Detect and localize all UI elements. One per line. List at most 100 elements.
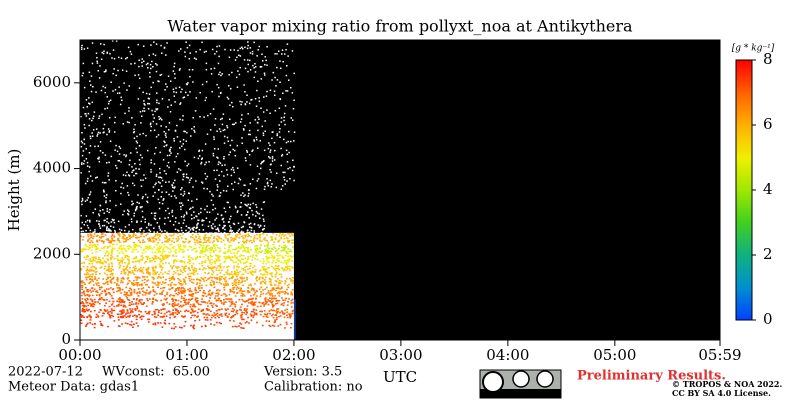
noise-dot: [279, 128, 281, 130]
heatmap-dot: [156, 271, 159, 273]
heatmap-dot: [223, 289, 226, 291]
heatmap-dot: [110, 304, 113, 306]
noise-dot: [174, 77, 176, 79]
heatmap-dot: [195, 292, 197, 294]
noise-dot: [147, 224, 150, 226]
heatmap-dot: [249, 255, 252, 258]
noise-dot: [178, 202, 181, 204]
noise-dot: [223, 225, 226, 228]
noise-dot: [180, 215, 183, 218]
heatmap-dot: [292, 239, 295, 241]
noise-dot: [249, 203, 252, 206]
noise-dot: [270, 186, 273, 188]
heatmap-dot: [177, 236, 180, 238]
heatmap-dot: [171, 234, 174, 237]
heatmap-dot: [91, 244, 94, 247]
heatmap-dot: [202, 301, 205, 303]
heatmap-dot: [116, 258, 119, 260]
heatmap-dot: [289, 277, 292, 280]
heatmap-dot: [203, 236, 206, 239]
heatmap-dot: [169, 294, 172, 296]
noise-dot: [121, 182, 123, 185]
heatmap-dot: [109, 310, 112, 313]
heatmap-dot: [83, 316, 85, 319]
noise-dot: [132, 131, 135, 134]
heatmap-dot: [247, 268, 249, 271]
noise-dot: [158, 202, 161, 204]
heatmap-dot: [108, 252, 110, 255]
heatmap-dot: [172, 309, 174, 311]
heatmap-dot: [236, 269, 239, 271]
noise-dot: [172, 224, 175, 226]
noise-dot: [271, 160, 274, 162]
noise-dot: [158, 207, 161, 210]
noise-dot: [248, 153, 251, 156]
heatmap-dot: [274, 319, 277, 321]
heatmap-dot: [129, 270, 132, 273]
noise-dot: [285, 48, 287, 51]
heatmap-dot: [99, 320, 102, 323]
noise-dot: [247, 44, 249, 47]
noise-dot: [163, 145, 165, 148]
heatmap-dot: [192, 326, 195, 329]
heatmap-dot: [108, 263, 110, 265]
noise-dot: [117, 220, 120, 223]
noise-dot: [186, 165, 188, 167]
heatmap-dot: [276, 252, 279, 255]
heatmap-dot: [211, 304, 213, 307]
noise-dot: [191, 128, 193, 130]
heatmap-dot: [148, 274, 151, 276]
heatmap-dot: [120, 310, 123, 312]
noise-dot: [110, 221, 113, 223]
noise-dot: [286, 65, 288, 67]
noise-dot: [180, 48, 182, 50]
noise-dot: [98, 213, 100, 215]
noise-dot: [205, 62, 208, 65]
noise-dot: [130, 220, 133, 223]
heatmap-dot: [197, 278, 200, 281]
heatmap-dot: [146, 233, 149, 235]
noise-dot: [82, 62, 85, 65]
noise-dot: [223, 155, 225, 158]
heatmap-dot: [122, 233, 124, 235]
heatmap-dot: [228, 298, 231, 300]
heatmap-dot: [120, 292, 123, 294]
heatmap-dot: [276, 316, 278, 319]
heatmap-dot: [284, 282, 286, 285]
noise-dot: [227, 140, 230, 142]
heatmap-dot: [116, 232, 119, 235]
heatmap-dot: [136, 270, 139, 272]
heatmap-dot: [188, 277, 191, 280]
noise-dot: [104, 232, 106, 234]
noise-dot: [239, 206, 241, 208]
noise-dot: [210, 199, 213, 202]
noise-dot: [226, 173, 229, 176]
heatmap-dot: [199, 282, 201, 285]
heatmap-dot: [224, 243, 226, 246]
noise-dot: [243, 221, 246, 224]
heatmap-dot: [102, 278, 105, 280]
heatmap-dot: [165, 315, 168, 317]
noise-dot: [220, 170, 223, 173]
noise-dot: [102, 209, 104, 211]
heatmap-dot: [102, 262, 104, 265]
heatmap-dot: [278, 273, 281, 276]
noise-dot: [252, 213, 254, 216]
noise-dot: [134, 231, 137, 234]
heatmap-dot: [118, 252, 121, 254]
heatmap-dot: [167, 273, 170, 275]
heatmap-dot: [119, 245, 122, 248]
heatmap-dot: [215, 260, 218, 262]
noise-dot: [253, 139, 255, 141]
heatmap-dot: [283, 302, 286, 304]
noise-dot: [150, 129, 152, 132]
heatmap-dot: [154, 312, 156, 315]
noise-dot: [164, 88, 166, 91]
heatmap-dot: [147, 279, 150, 281]
noise-dot: [135, 172, 137, 175]
heatmap-dot: [161, 259, 164, 262]
heatmap-dot: [259, 313, 262, 316]
layer-background: [80, 232, 294, 340]
heatmap-dot: [199, 252, 202, 254]
noise-dot: [130, 152, 132, 154]
